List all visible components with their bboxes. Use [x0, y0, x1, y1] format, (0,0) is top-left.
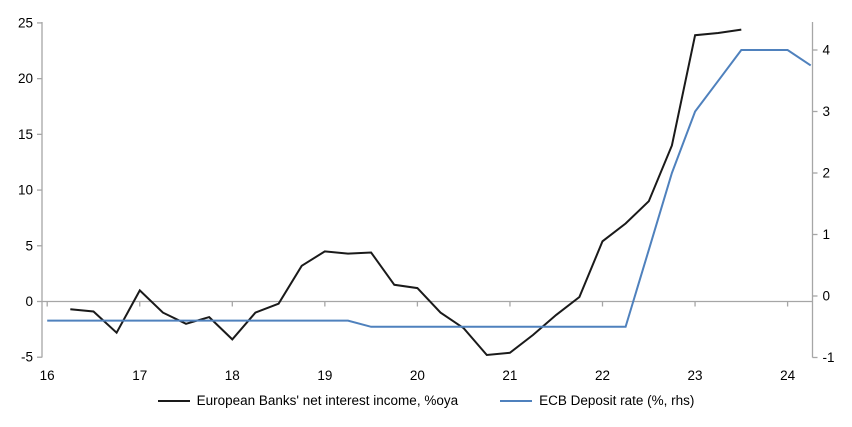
x-axis-tick-label: 21: [502, 368, 517, 383]
right-axis-tick-label: 0: [823, 289, 831, 304]
x-axis-tick-label: 18: [225, 368, 240, 383]
right-axis-tick-label: 1: [823, 227, 831, 242]
legend-label-net-interest-income: European Banks' net interest income, %oy…: [196, 393, 459, 408]
x-axis-tick-label: 20: [410, 368, 425, 383]
right-axis-tick-label: 2: [823, 166, 831, 181]
legend-item-ecb-deposit-rate: ECB Deposit rate (%, rhs): [500, 393, 694, 408]
x-axis-tick-label: 22: [595, 368, 610, 383]
series-group: [47, 28, 812, 357]
left-axis-tick-label: 10: [18, 183, 33, 198]
legend-label-ecb-deposit-rate: ECB Deposit rate (%, rhs): [539, 393, 695, 408]
x-axis-tick-label: 17: [132, 368, 147, 383]
right-axis-tick-label: 4: [823, 43, 831, 58]
left-axis-tick-label: 5: [25, 238, 33, 253]
x-axis-tick-label: 19: [317, 368, 332, 383]
right-axis-tick-label: 3: [823, 104, 831, 119]
x-axis-tick-label: 23: [688, 368, 703, 383]
x-axis-tick-label: 24: [780, 368, 796, 383]
zero-gridline-group: [42, 300, 813, 307]
left-axis-tick-label: 20: [18, 71, 33, 86]
legend: European Banks' net interest income, %oy…: [0, 393, 852, 408]
left-axis-tick-label: 25: [18, 15, 33, 30]
series-line-ecb-deposit-rate: [47, 49, 812, 328]
right-axis-tick-label: -1: [823, 350, 835, 365]
left-axis-tick-label: 15: [18, 127, 33, 142]
legend-item-net-interest-income: European Banks' net interest income, %oy…: [157, 393, 459, 408]
blue-line-swatch-icon: [500, 399, 533, 402]
x-axis-tick-label: 16: [40, 368, 55, 383]
left-axis-tick-label: -5: [21, 350, 33, 365]
series-line-net-interest-income: [70, 28, 742, 357]
left-axis-tick-label: 0: [25, 294, 33, 309]
black-line-swatch-icon: [157, 399, 190, 402]
